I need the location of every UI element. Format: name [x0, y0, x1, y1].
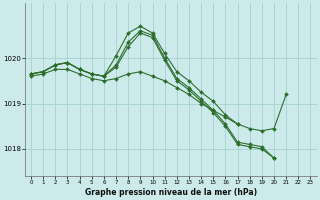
X-axis label: Graphe pression niveau de la mer (hPa): Graphe pression niveau de la mer (hPa): [85, 188, 257, 197]
